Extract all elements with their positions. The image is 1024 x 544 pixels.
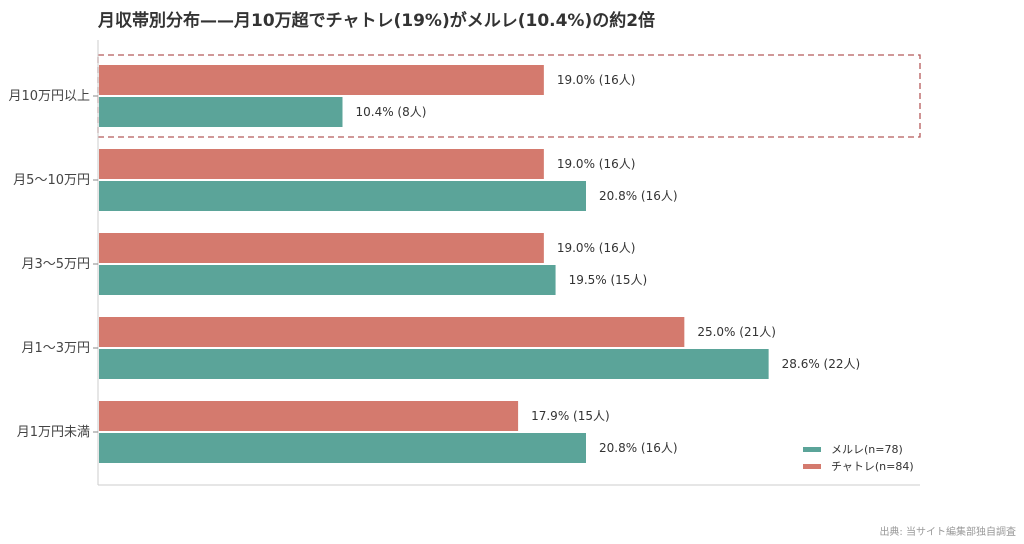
data-label: 28.6% (22人) — [782, 357, 861, 371]
source-note: 出典: 当サイト編集部独自調査 — [879, 527, 1016, 538]
bar — [99, 265, 556, 295]
bar — [99, 149, 544, 179]
bar — [99, 433, 586, 463]
highlight-box — [97, 54, 921, 138]
data-label: 19.0% (16人) — [557, 73, 636, 87]
data-label: 19.5% (15人) — [569, 273, 648, 287]
category-label: 月5〜10万円 — [13, 173, 90, 188]
category-label: 月3〜5万円 — [21, 257, 90, 272]
category-label: 月1〜3万円 — [21, 341, 90, 356]
data-label: 20.8% (16人) — [599, 441, 678, 455]
data-label: 19.0% (16人) — [557, 157, 636, 171]
category-label: 月10万円以上 — [8, 89, 90, 104]
bar — [99, 181, 586, 211]
data-label: 17.9% (15人) — [531, 409, 610, 423]
data-label: 19.0% (16人) — [557, 241, 636, 255]
legend-label: チャトレ(n=84) — [831, 460, 914, 473]
bar — [99, 349, 769, 379]
bar — [99, 317, 685, 347]
data-label: 25.0% (21人) — [697, 325, 776, 339]
category-label: 月1万円未満 — [17, 425, 90, 440]
bar — [99, 65, 544, 95]
data-label: 10.4% (8人) — [356, 105, 427, 119]
legend-label: メルレ(n=78) — [831, 443, 903, 456]
legend-swatch — [803, 447, 821, 452]
legend-swatch — [803, 464, 821, 469]
bar — [99, 97, 343, 127]
bar — [99, 401, 519, 431]
bar — [99, 233, 544, 263]
chart-title: 月収帯別分布——月10万超でチャトレ(19%)がメルレ(10.4%)の約2倍 — [98, 11, 656, 31]
data-label: 20.8% (16人) — [599, 189, 678, 203]
